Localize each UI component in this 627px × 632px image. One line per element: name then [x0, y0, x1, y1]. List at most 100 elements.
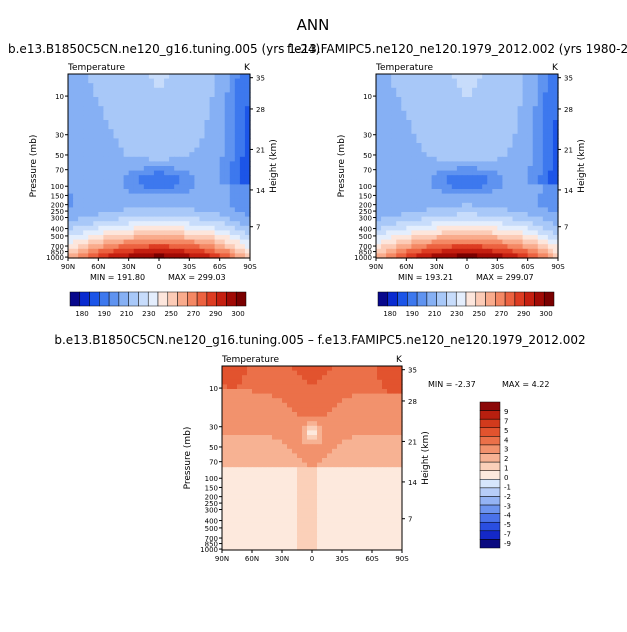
panel2-cell — [456, 193, 463, 199]
panel1-cell — [214, 230, 221, 236]
panel3-cell — [392, 476, 398, 482]
panel1-cell — [244, 143, 251, 149]
panel1-cell — [174, 253, 180, 259]
panel1-cell — [128, 189, 135, 195]
panel2-cell — [547, 138, 554, 144]
panel3-cell — [352, 531, 358, 537]
panel3-cell — [222, 536, 228, 542]
panel2-cell — [497, 83, 503, 89]
panel2-cell — [461, 92, 468, 98]
panel3-cell — [292, 453, 298, 459]
panel1-cell — [83, 156, 89, 162]
panel2-cell — [426, 78, 433, 84]
panel3-cell — [357, 540, 363, 546]
panel1-cell — [128, 212, 135, 218]
panel2-cell — [517, 198, 524, 204]
panel1-cell — [68, 74, 74, 80]
panel2-cell — [472, 129, 478, 135]
panel2-cell — [441, 87, 448, 93]
panel2-cell — [446, 147, 453, 153]
panel2-cell — [537, 147, 544, 153]
panel3-cell — [367, 517, 373, 523]
panel1-colorbar-label: 270 — [187, 310, 200, 318]
panel1-cell — [174, 138, 180, 144]
panel1-cell — [224, 124, 231, 130]
panel2-cell — [502, 156, 509, 162]
panel3-cell — [322, 462, 328, 468]
panel2-cell — [391, 87, 397, 93]
panel3-cell — [302, 499, 308, 505]
panel2-cell — [542, 74, 549, 80]
panel3-cell — [262, 430, 268, 436]
panel3-cell — [317, 508, 323, 514]
panel2-cell — [547, 225, 554, 231]
panel1-cell — [88, 133, 94, 139]
panel3-cell — [342, 398, 348, 404]
panel1-cell — [118, 138, 125, 144]
panel1-cell — [244, 189, 251, 195]
panel1-cell — [169, 110, 175, 116]
panel3-cell — [357, 458, 363, 464]
panel1-cell — [209, 83, 216, 89]
panel1-cell — [153, 207, 160, 213]
panel1-cell — [88, 193, 94, 199]
panel2-cell — [542, 235, 549, 241]
panel2-cell — [522, 83, 529, 89]
panel1-cell — [234, 230, 241, 236]
panel2-cell — [391, 239, 397, 245]
panel1-cell — [73, 129, 79, 135]
panel3-cell — [257, 513, 263, 519]
panel1-cell — [93, 106, 99, 112]
panel2-cell — [426, 207, 433, 213]
panel3-cell — [342, 402, 348, 408]
panel1-cell — [103, 166, 110, 172]
panel2-cell — [547, 143, 554, 149]
panel3-cell — [372, 366, 378, 372]
panel3-cell — [277, 467, 283, 473]
panel2-cell — [517, 83, 524, 89]
panel3-cell — [262, 481, 268, 487]
panel2-cell — [467, 212, 473, 218]
panel3-cell — [277, 448, 283, 454]
panel2-cell — [411, 152, 418, 158]
panel1-cell — [179, 106, 185, 112]
panel2-cell — [451, 138, 458, 144]
panel2-cell — [386, 115, 392, 121]
panel1-cell — [244, 106, 251, 112]
panel2-cell — [451, 216, 458, 222]
panel3-cell — [352, 540, 358, 546]
panel1-cell — [103, 106, 110, 112]
panel2-cell — [472, 239, 478, 245]
panel3-cell — [232, 407, 238, 413]
panel2-cell — [497, 253, 503, 259]
panel2-cell — [431, 120, 438, 126]
panel3-cell — [347, 471, 353, 477]
panel1-cell — [118, 244, 125, 250]
panel1-cell — [159, 152, 165, 158]
panel1-cell — [189, 189, 195, 195]
panel3-cell — [347, 522, 353, 528]
panel3-cell — [312, 545, 318, 551]
panel2-cell — [512, 216, 519, 222]
panel2-cell — [482, 202, 488, 208]
panel1-cell — [93, 216, 99, 222]
panel3-cell — [297, 522, 303, 528]
panel1-cell — [73, 115, 79, 121]
panel1-cell — [113, 106, 120, 112]
panel2-cell — [517, 92, 524, 98]
panel1-cell — [133, 110, 140, 116]
panel3-cell — [377, 462, 383, 468]
panel1-cell — [143, 78, 150, 84]
panel3-cell — [377, 517, 383, 523]
panel3-cell — [232, 384, 238, 390]
panel2-cell — [502, 147, 509, 153]
panel3-cell — [272, 458, 278, 464]
panel1-cell — [78, 110, 84, 116]
panel3-cell — [397, 379, 403, 385]
panel1-cell — [68, 193, 74, 199]
panel2-cell — [507, 120, 514, 126]
panel2-cell — [527, 92, 534, 98]
panel1-cell — [113, 193, 120, 199]
panel1-cell — [174, 230, 180, 236]
panel1-cell — [148, 193, 155, 199]
